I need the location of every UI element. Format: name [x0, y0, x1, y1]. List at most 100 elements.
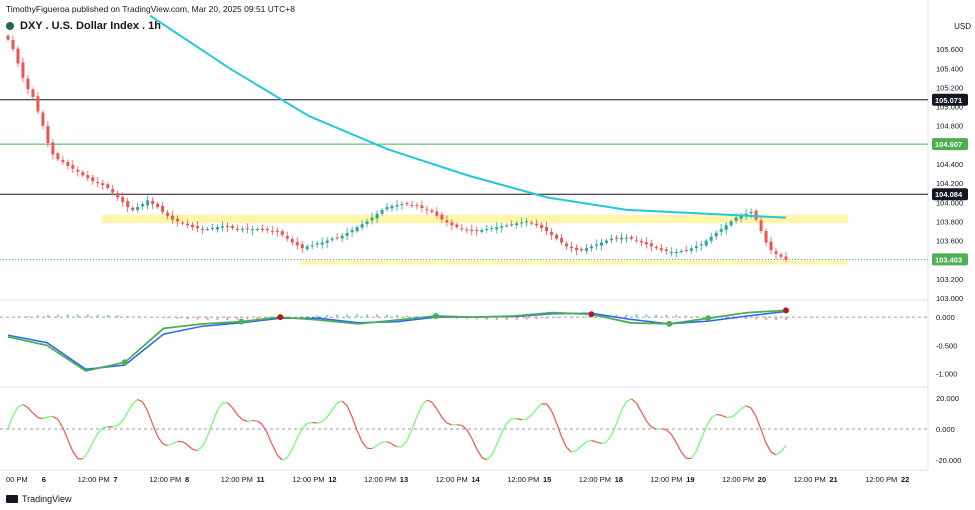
candle-body — [191, 224, 195, 228]
candle-body — [714, 232, 718, 237]
oscillator-segment — [556, 422, 563, 438]
oscillator-segment — [765, 442, 772, 453]
macd-histogram-bar — [785, 317, 787, 320]
candle-body — [420, 205, 424, 209]
macd-histogram-bar — [635, 314, 638, 318]
candle-body — [679, 251, 683, 253]
price-tick-label: 104.400 — [936, 160, 963, 169]
oscillator-segment — [591, 439, 597, 443]
oscillator-segment — [476, 448, 483, 458]
macd-histogram-bar — [316, 315, 319, 318]
oscillator-segment — [760, 429, 767, 444]
oscillator-segment — [317, 421, 323, 424]
candle-body — [91, 177, 95, 182]
macd-histogram-bar — [695, 316, 698, 318]
time-tick-label: 12:00 PM — [579, 475, 611, 484]
candle-body — [629, 236, 633, 239]
oscillator-segment — [720, 414, 727, 418]
oscillator-segment — [312, 421, 318, 424]
macd-histogram-bar — [36, 315, 39, 318]
oscillator-segment — [182, 441, 188, 446]
oscillator-segment — [336, 400, 343, 404]
candle-body — [370, 217, 374, 221]
macd-histogram-bar — [405, 315, 408, 318]
oscillator-segment — [197, 445, 203, 452]
oscillator-segment — [242, 419, 248, 422]
macd-histogram-bar — [96, 314, 99, 318]
oscillator-segment — [416, 405, 423, 417]
oscillator-segment — [531, 408, 538, 416]
macd-histogram-bar — [495, 317, 498, 320]
time-tick-label: 12:00 PM — [794, 475, 826, 484]
candle-body — [86, 175, 90, 179]
price-tick-label: 105.400 — [936, 64, 963, 73]
tradingview-brand[interactable]: TradingView — [6, 494, 72, 504]
oscillator-segment — [341, 400, 348, 407]
oscillator-segment — [586, 439, 592, 443]
candle-body — [580, 248, 584, 251]
time-tick-label: 12:00 PM — [865, 475, 897, 484]
time-tick-label: 12 — [328, 475, 336, 484]
time-tick-label: 19 — [686, 475, 694, 484]
time-tick-label: 15 — [543, 475, 551, 484]
candle-body — [215, 227, 219, 230]
oscillator-segment — [17, 403, 24, 408]
candle-body — [325, 240, 329, 243]
oscillator-segment — [376, 441, 383, 446]
symbol-title[interactable]: DXY . U.S. Dollar Index . 1h — [6, 20, 161, 32]
candle-body — [235, 228, 239, 230]
candle-body — [560, 237, 564, 243]
macd-histogram-bar — [545, 317, 548, 319]
price-label-badge — [932, 138, 968, 151]
oscillator-segment — [615, 410, 622, 424]
macd-histogram-bar — [475, 317, 478, 320]
macd-cross-dot — [277, 314, 284, 321]
macd-histogram-bar — [306, 316, 309, 318]
candle-body — [225, 225, 229, 228]
candle-body — [445, 220, 449, 223]
oscillator-segment — [92, 433, 99, 443]
macd-cross-dot — [666, 320, 673, 327]
candle-body — [425, 209, 429, 211]
oscillator-segment — [610, 423, 617, 436]
oscillator-segment — [411, 416, 418, 430]
oscillator-segment — [137, 398, 143, 403]
oscillator-segment — [386, 441, 393, 445]
candle-body — [121, 197, 125, 203]
price-label-text: 104.607 — [935, 140, 962, 149]
candle-body — [634, 239, 638, 241]
candle-body — [250, 229, 254, 231]
oscillator-segment — [356, 430, 363, 443]
price-tick-label: 104.800 — [936, 122, 963, 131]
candle-body — [430, 210, 434, 212]
macd-histogram-bar — [226, 317, 229, 320]
macd-histogram-bar — [166, 317, 169, 319]
candle-body — [31, 89, 35, 97]
candle-body — [275, 231, 279, 232]
candle-body — [460, 228, 464, 230]
candle-body — [56, 153, 60, 160]
candle-body — [585, 248, 589, 251]
macd-histogram-bar — [525, 317, 528, 320]
support-zone — [102, 214, 848, 224]
candle-body — [505, 225, 509, 227]
oscillator-segment — [471, 438, 478, 450]
macd-cross-dot — [705, 315, 712, 322]
oscillator-segment — [461, 424, 468, 431]
candle-body — [146, 200, 150, 206]
oscillator-segment — [700, 426, 707, 440]
oscillator-segment — [206, 422, 214, 437]
oscillator-segment — [201, 435, 209, 447]
candle-body — [395, 205, 399, 207]
oscillator-segment — [331, 402, 338, 411]
time-tick-label: 12:00 PM — [722, 475, 754, 484]
oscillator-segment — [361, 441, 368, 449]
oscillator-segment — [172, 440, 178, 445]
candle-body — [106, 184, 110, 188]
candle-body — [674, 252, 678, 254]
macd-histogram-bar — [236, 317, 239, 320]
oscillator-segment — [745, 405, 752, 409]
macd-histogram-bar — [176, 317, 179, 319]
macd-histogram-bar — [665, 314, 668, 318]
